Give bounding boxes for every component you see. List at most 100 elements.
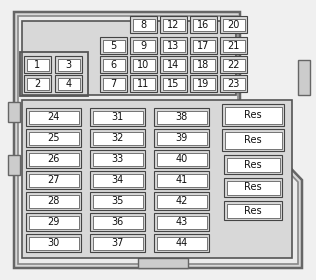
Bar [132, 18, 155, 31]
Text: 8: 8 [140, 20, 147, 29]
Bar [102, 59, 125, 71]
Text: 12: 12 [167, 20, 180, 29]
Bar [138, 258, 188, 268]
Bar [93, 153, 143, 165]
Bar [27, 78, 48, 90]
Bar [28, 237, 78, 249]
Bar [162, 78, 185, 90]
Bar [154, 108, 209, 126]
Text: 35: 35 [111, 196, 124, 206]
Text: 14: 14 [167, 60, 179, 69]
Bar [222, 39, 245, 52]
Bar [192, 78, 215, 90]
Text: 33: 33 [111, 154, 124, 164]
Bar [298, 60, 310, 95]
Bar [156, 216, 206, 228]
Bar [26, 171, 81, 189]
Bar [90, 192, 145, 210]
Text: 39: 39 [175, 133, 188, 143]
Bar [28, 153, 78, 165]
Bar [132, 39, 155, 52]
Text: 23: 23 [227, 78, 240, 88]
Bar [93, 195, 143, 207]
Bar [156, 153, 206, 165]
Text: 29: 29 [47, 217, 60, 227]
Bar [100, 37, 127, 54]
Bar [55, 75, 82, 92]
Text: 3: 3 [65, 60, 71, 69]
Text: 28: 28 [47, 196, 60, 206]
Polygon shape [14, 12, 302, 268]
Bar [192, 18, 215, 31]
Bar [28, 195, 78, 207]
Bar [220, 37, 247, 54]
Bar [154, 213, 209, 231]
Text: 9: 9 [140, 41, 147, 50]
Bar [190, 16, 217, 33]
Text: 11: 11 [137, 78, 149, 88]
Bar [160, 37, 187, 54]
Bar [227, 158, 279, 171]
Text: 25: 25 [47, 133, 60, 143]
Text: 30: 30 [47, 238, 60, 248]
Bar [220, 75, 247, 92]
Bar [58, 78, 80, 90]
Text: 41: 41 [175, 175, 188, 185]
Text: 43: 43 [175, 217, 188, 227]
Text: 7: 7 [110, 78, 117, 88]
Bar [27, 59, 48, 71]
Bar [93, 174, 143, 186]
Bar [26, 213, 81, 231]
Bar [224, 178, 282, 197]
Bar [220, 16, 247, 33]
Bar [130, 56, 157, 73]
Bar [90, 108, 145, 126]
Bar [55, 56, 82, 73]
Text: 36: 36 [111, 217, 124, 227]
Text: 34: 34 [111, 175, 124, 185]
Bar [160, 75, 187, 92]
Text: 1: 1 [34, 60, 40, 69]
Text: 19: 19 [198, 78, 210, 88]
Text: 26: 26 [47, 154, 60, 164]
Bar [154, 150, 209, 168]
Text: 17: 17 [197, 41, 210, 50]
Bar [224, 201, 282, 220]
Text: 32: 32 [111, 133, 124, 143]
Bar [90, 129, 145, 147]
Text: 20: 20 [227, 20, 240, 29]
Bar [93, 132, 143, 144]
Bar [102, 39, 125, 52]
Bar [26, 129, 81, 147]
Bar [224, 132, 282, 148]
Bar [156, 237, 206, 249]
Bar [28, 174, 78, 186]
Bar [28, 111, 78, 123]
Text: 6: 6 [110, 60, 117, 69]
Bar [162, 59, 185, 71]
Bar [192, 59, 215, 71]
Text: 37: 37 [111, 238, 124, 248]
Text: 15: 15 [167, 78, 180, 88]
Bar [154, 192, 209, 210]
Bar [222, 18, 245, 31]
Text: Res: Res [244, 206, 262, 216]
Bar [190, 75, 217, 92]
Bar [222, 59, 245, 71]
Bar [24, 56, 51, 73]
Text: 13: 13 [167, 41, 179, 50]
Bar [100, 56, 127, 73]
Polygon shape [18, 16, 298, 264]
Bar [227, 204, 279, 218]
Bar [156, 195, 206, 207]
Bar [26, 234, 81, 252]
Bar [190, 56, 217, 73]
Text: Res: Res [244, 183, 262, 193]
Bar [156, 132, 206, 144]
Bar [90, 234, 145, 252]
Bar [160, 56, 187, 73]
Bar [8, 102, 20, 122]
Bar [156, 174, 206, 186]
Bar [93, 216, 143, 228]
Bar [28, 216, 78, 228]
